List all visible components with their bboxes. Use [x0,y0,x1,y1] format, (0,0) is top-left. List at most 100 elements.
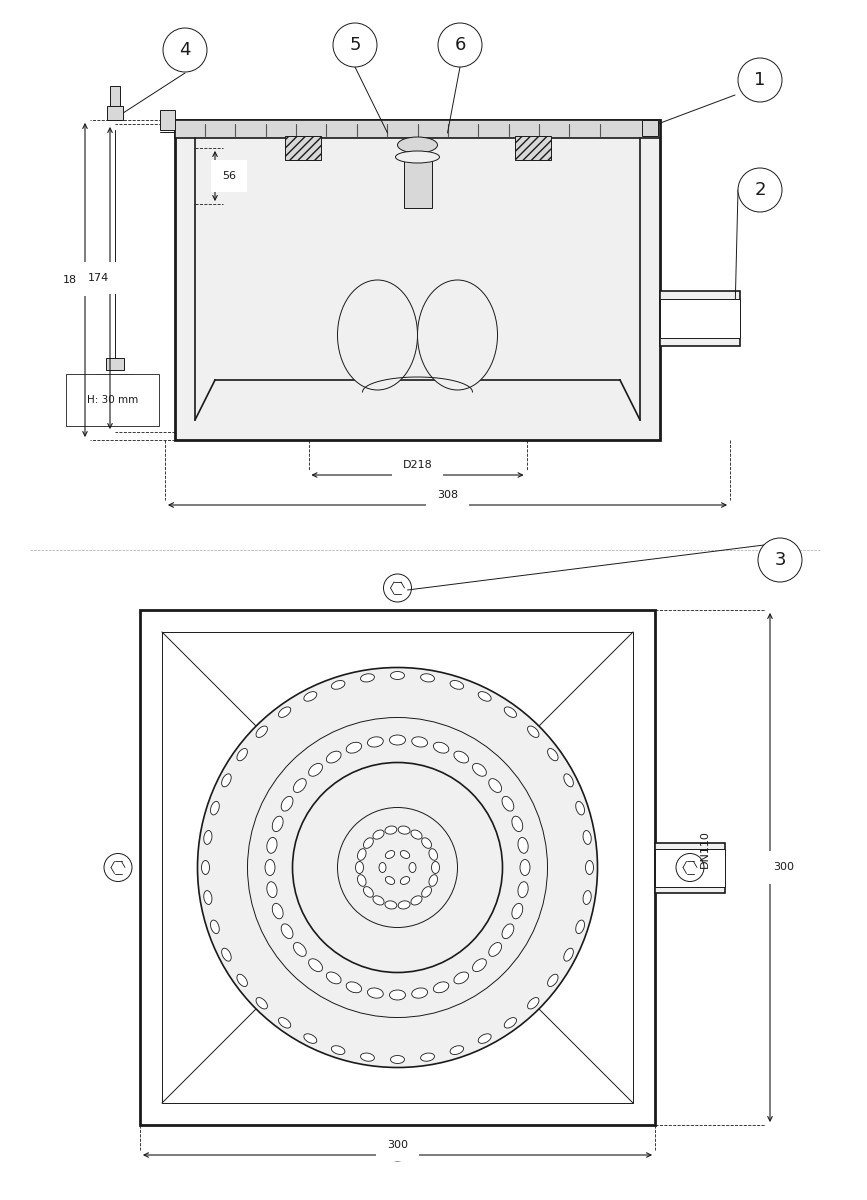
Ellipse shape [520,859,530,876]
Bar [655,842,725,893]
Ellipse shape [395,151,440,163]
Ellipse shape [450,680,464,689]
Ellipse shape [412,988,427,998]
Ellipse shape [411,896,422,905]
Ellipse shape [518,838,528,853]
Ellipse shape [389,990,406,1000]
Text: 2: 2 [754,181,766,199]
Ellipse shape [397,137,438,152]
Ellipse shape [411,830,422,839]
Ellipse shape [432,862,440,874]
Ellipse shape [385,876,394,884]
Ellipse shape [309,763,323,776]
Ellipse shape [293,779,306,792]
Ellipse shape [368,737,383,748]
Ellipse shape [373,830,384,839]
Bar [660,299,740,338]
Ellipse shape [379,863,386,872]
Ellipse shape [398,826,410,834]
FancyBboxPatch shape [284,136,321,160]
Text: 5: 5 [349,36,361,54]
Ellipse shape [434,982,449,992]
Ellipse shape [267,882,277,898]
Ellipse shape [548,974,558,986]
Ellipse shape [548,749,558,761]
Ellipse shape [390,672,405,679]
Bar [162,632,633,1103]
Circle shape [247,718,547,1018]
Text: 1: 1 [754,71,766,89]
Ellipse shape [420,673,434,682]
Ellipse shape [576,920,584,934]
Ellipse shape [211,920,219,934]
Ellipse shape [309,959,323,972]
Ellipse shape [357,875,366,887]
Text: H: 30 mm: H: 30 mm [87,395,138,404]
Circle shape [337,808,458,928]
Circle shape [738,168,782,212]
Ellipse shape [389,734,406,745]
Bar [642,120,658,136]
Ellipse shape [420,1054,434,1061]
Ellipse shape [398,901,410,908]
Bar [160,110,175,130]
Bar [660,290,740,346]
Circle shape [333,23,377,67]
Text: 56: 56 [222,170,236,181]
Circle shape [198,667,597,1068]
Bar [655,848,725,887]
Wedge shape [97,374,133,392]
Bar [107,106,123,120]
Ellipse shape [502,797,514,811]
Bar [110,86,120,106]
Ellipse shape [326,972,341,984]
Bar [403,152,432,208]
Ellipse shape [421,838,432,848]
Circle shape [104,853,132,882]
Ellipse shape [418,280,498,390]
Ellipse shape [281,924,293,938]
Ellipse shape [373,896,384,905]
Ellipse shape [222,948,231,961]
Circle shape [758,538,802,582]
Circle shape [383,1133,412,1162]
Ellipse shape [512,816,523,832]
Ellipse shape [479,1033,492,1043]
Ellipse shape [346,982,362,992]
Ellipse shape [222,774,231,787]
Ellipse shape [473,763,486,776]
Ellipse shape [409,863,416,872]
Ellipse shape [564,948,573,961]
Ellipse shape [272,904,284,919]
Ellipse shape [401,876,410,884]
Ellipse shape [473,959,486,972]
Ellipse shape [278,1018,290,1028]
Ellipse shape [346,743,362,754]
Ellipse shape [518,882,528,898]
Ellipse shape [454,751,469,763]
Text: 180: 180 [62,275,83,284]
Ellipse shape [479,691,492,701]
Circle shape [292,762,503,972]
Text: 3: 3 [774,551,786,569]
Ellipse shape [429,875,438,887]
Ellipse shape [454,972,469,984]
Ellipse shape [527,997,539,1009]
Ellipse shape [512,904,523,919]
Circle shape [738,58,782,102]
Ellipse shape [390,1056,405,1063]
Ellipse shape [489,779,502,792]
Text: 308: 308 [437,490,458,500]
Ellipse shape [361,673,375,682]
Ellipse shape [412,737,427,748]
Ellipse shape [576,802,584,815]
Ellipse shape [237,749,247,761]
Ellipse shape [585,860,594,875]
Ellipse shape [368,988,383,998]
Ellipse shape [211,802,219,815]
Bar [175,120,660,138]
Ellipse shape [237,974,247,986]
Ellipse shape [272,816,284,832]
Ellipse shape [385,826,397,834]
Ellipse shape [331,1045,345,1055]
